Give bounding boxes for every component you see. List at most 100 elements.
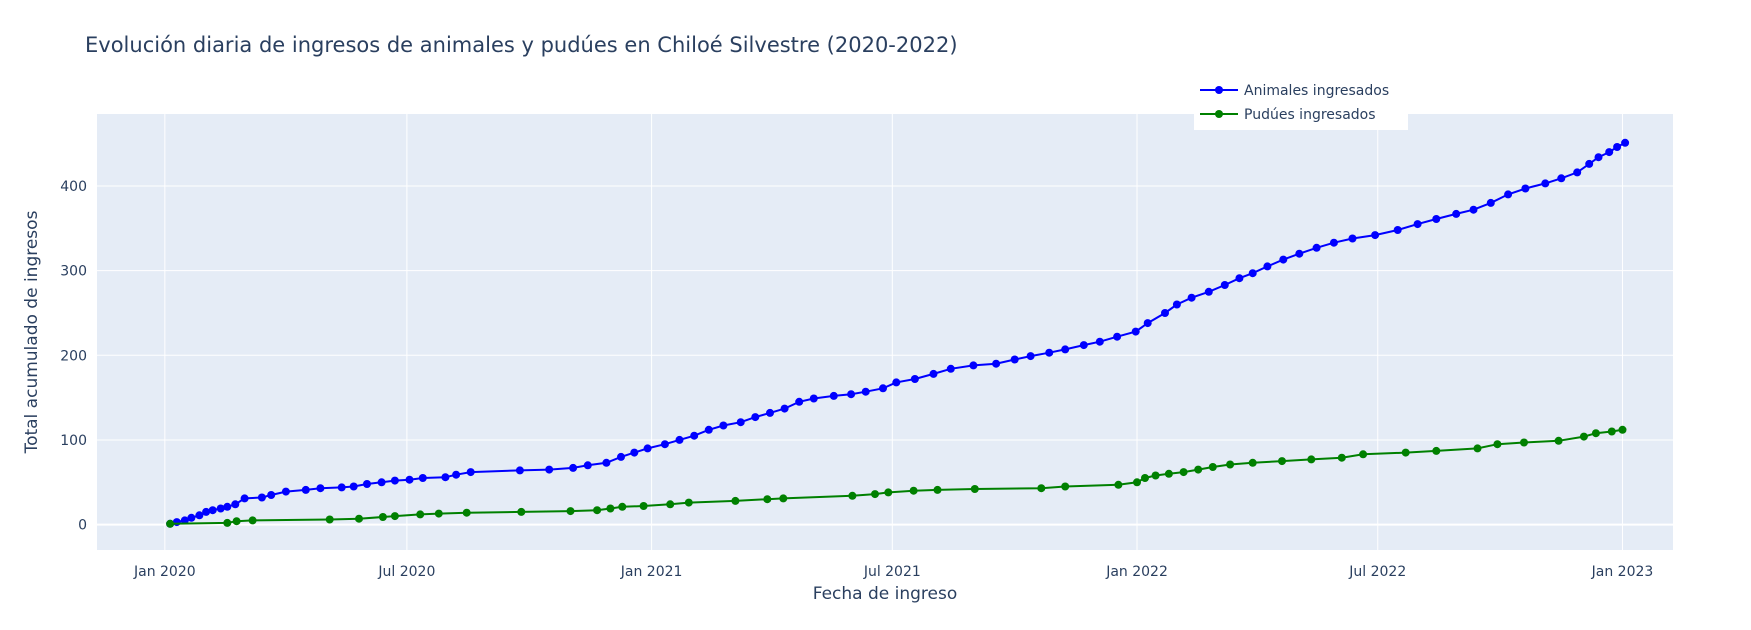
data-point <box>377 478 386 487</box>
data-point <box>1337 453 1346 462</box>
y-tick-label: 200 <box>60 348 87 364</box>
data-point <box>1226 460 1235 469</box>
data-point <box>166 519 175 528</box>
data-point <box>1164 469 1173 478</box>
data-point <box>1151 471 1160 480</box>
data-point <box>731 496 740 505</box>
series-1 <box>166 138 1630 528</box>
data-point <box>1194 465 1203 474</box>
legend-label: Animales ingresados <box>1244 83 1389 99</box>
data-point <box>1208 463 1217 471</box>
data-point <box>1432 446 1441 455</box>
data-point <box>848 491 857 500</box>
data-point <box>223 502 232 511</box>
data-point <box>452 470 461 479</box>
x-tick-label: Jul 2021 <box>863 564 921 580</box>
data-point <box>970 485 979 493</box>
chart-title: Evolución diaria de ingresos de animales… <box>85 33 958 57</box>
data-point <box>593 506 602 515</box>
data-point <box>281 487 290 496</box>
data-point <box>232 517 241 526</box>
data-point <box>884 488 893 497</box>
data-point <box>892 378 901 387</box>
data-point <box>1573 168 1582 177</box>
data-point <box>1095 337 1104 346</box>
data-point <box>779 494 788 503</box>
data-point <box>1141 474 1149 482</box>
data-point <box>1235 274 1244 283</box>
data-point <box>1520 438 1528 447</box>
data-point <box>325 515 334 524</box>
data-point <box>736 418 745 427</box>
data-point <box>1061 345 1070 354</box>
data-point <box>390 476 399 485</box>
data-point <box>1413 220 1422 229</box>
data-point <box>766 408 774 417</box>
data-point <box>992 359 1001 368</box>
data-point <box>1312 243 1321 252</box>
data-point <box>675 435 684 444</box>
data-point <box>240 494 249 503</box>
data-point <box>1037 484 1046 493</box>
legend-box <box>1194 78 1408 130</box>
data-point <box>337 483 346 492</box>
data-point <box>1248 269 1257 278</box>
data-point <box>1279 255 1288 264</box>
data-point <box>441 473 450 482</box>
data-point <box>1594 153 1603 162</box>
data-point <box>301 485 310 494</box>
data-point <box>569 463 578 472</box>
data-point <box>1607 427 1616 436</box>
data-point <box>1613 143 1622 151</box>
data-point <box>1010 355 1019 364</box>
data-point <box>617 452 625 461</box>
data-point <box>871 490 879 499</box>
data-point <box>1220 281 1229 289</box>
legend-item[interactable]: Animales ingresados <box>1200 83 1389 99</box>
x-axis-title: Fecha de ingreso <box>813 584 958 604</box>
data-point <box>1579 432 1588 441</box>
data-point <box>1248 458 1257 467</box>
data-point <box>434 509 443 518</box>
data-point <box>1179 468 1188 477</box>
series-line <box>169 141 1626 525</box>
data-point <box>1278 457 1286 466</box>
y-tick-label: 400 <box>60 179 87 195</box>
data-point <box>1114 480 1123 489</box>
data-point <box>1541 179 1550 188</box>
data-point <box>1554 436 1563 445</box>
data-point <box>1371 231 1380 240</box>
y-axis-title: Total acumulado de ingresos <box>22 210 42 454</box>
data-point <box>416 510 425 519</box>
data-point <box>267 491 276 499</box>
data-point <box>462 508 471 517</box>
data-point <box>216 504 225 513</box>
data-point <box>390 512 399 521</box>
data-point <box>1061 482 1070 491</box>
data-point <box>1348 234 1357 243</box>
data-point <box>172 518 181 527</box>
data-point <box>666 500 675 509</box>
data-point <box>248 516 257 525</box>
data-point <box>208 506 217 515</box>
data-point <box>1026 352 1035 361</box>
data-point <box>1204 287 1213 296</box>
legend: Animales ingresados Pudúes ingresados <box>1194 78 1408 130</box>
x-tick-label: Jan 2022 <box>1105 564 1168 580</box>
data-point <box>910 375 919 383</box>
data-point <box>660 440 669 449</box>
data-point <box>630 448 639 457</box>
data-point <box>1263 262 1272 271</box>
data-point <box>515 466 524 475</box>
data-point <box>1161 309 1169 317</box>
data-point <box>1493 440 1502 449</box>
data-point <box>909 486 918 495</box>
data-point <box>1329 238 1338 247</box>
data-point <box>583 461 592 470</box>
data-point <box>639 502 648 510</box>
data-point <box>1187 293 1196 302</box>
legend-item[interactable]: Pudúes ingresados <box>1200 107 1376 123</box>
data-point <box>751 413 760 422</box>
